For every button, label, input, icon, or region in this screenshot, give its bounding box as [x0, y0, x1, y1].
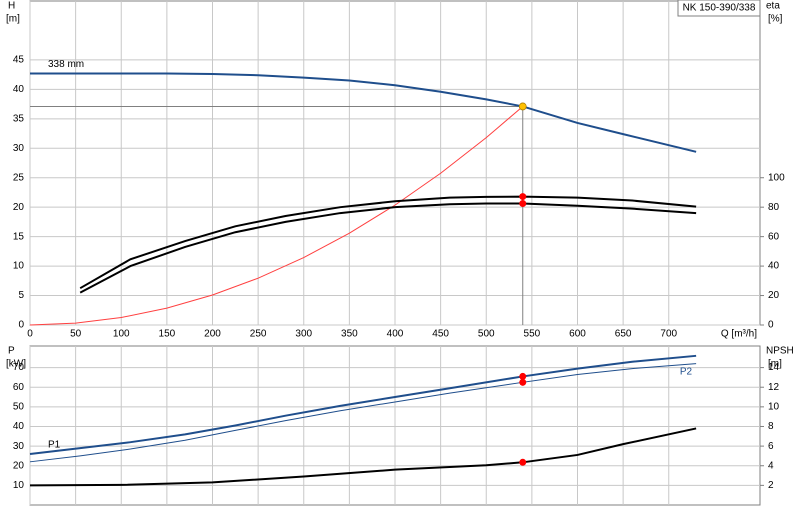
- y-tick-label: 10: [13, 261, 25, 272]
- duty-marker: [519, 372, 527, 380]
- x-tick-label: 650: [615, 329, 632, 340]
- x-tick-label: 150: [159, 329, 176, 340]
- y2-tick-label: 0: [768, 320, 774, 331]
- curve: [79, 195, 697, 290]
- y2-tick-label: 40: [768, 261, 780, 272]
- y2-tick-label: 8: [768, 421, 774, 432]
- y-tick-label: 30: [13, 143, 25, 154]
- x-tick-label: 600: [569, 329, 586, 340]
- y2-tick-label: 12: [768, 382, 780, 393]
- y-tick-label: 40: [13, 84, 25, 95]
- y-tick-label: 35: [13, 113, 25, 124]
- x-tick-label: 350: [341, 329, 358, 340]
- y2-axis-label: [m]: [768, 359, 782, 370]
- curve: [29, 363, 697, 463]
- curve: [30, 72, 697, 153]
- y-tick-label: 50: [13, 401, 25, 412]
- x-tick-label: 700: [660, 329, 677, 340]
- curve: [29, 427, 697, 487]
- y-tick-label: 60: [13, 382, 25, 393]
- series-label: 338 mm: [48, 59, 84, 70]
- duty-marker: [518, 102, 527, 111]
- y2-tick-label: 10: [768, 401, 780, 412]
- y-tick-label: 45: [13, 55, 25, 66]
- y-tick-label: 70: [13, 362, 25, 373]
- y-tick-label: 5: [18, 290, 24, 301]
- duty-marker: [519, 200, 527, 207]
- duty-marker: [519, 378, 527, 386]
- y2-axis-label: NPSH: [766, 346, 794, 357]
- curve: [29, 354, 697, 455]
- y-tick-label: 20: [13, 202, 25, 213]
- y2-tick-label: 2: [768, 480, 774, 491]
- y2-tick-label: 14: [768, 362, 780, 373]
- x-tick-label: 300: [295, 329, 312, 340]
- x-tick-label: 200: [204, 329, 221, 340]
- y-tick-label: 40: [13, 421, 25, 432]
- series-label: P1: [48, 440, 61, 451]
- x-tick-label: 550: [524, 329, 541, 340]
- curve: [29, 106, 524, 326]
- x-tick-label: 450: [432, 329, 449, 340]
- series-label: P2: [680, 366, 693, 377]
- y2-tick-label: 20: [768, 290, 780, 301]
- y-axis-label: P: [8, 346, 15, 357]
- duty-marker: [519, 458, 527, 466]
- y-tick-label: 0: [18, 320, 24, 331]
- y2-tick-label: 60: [768, 231, 780, 242]
- y2-axis-label: [%]: [768, 14, 783, 25]
- y-tick-label: 30: [13, 441, 25, 452]
- y2-tick-label: 6: [768, 441, 774, 452]
- y2-tick-label: 80: [768, 202, 780, 213]
- y-tick-label: 20: [13, 460, 25, 471]
- chart-title: NK 150-390/338: [683, 3, 756, 14]
- y-axis-label: H: [8, 1, 15, 12]
- x-tick-label: 400: [387, 329, 404, 340]
- y-tick-label: 15: [13, 231, 25, 242]
- x-axis-label: Q [m³/h]: [721, 329, 757, 340]
- x-tick-label: 0: [27, 329, 33, 340]
- y-axis-label: [kW]: [6, 359, 26, 370]
- x-tick-label: 250: [250, 329, 267, 340]
- y2-tick-label: 4: [768, 460, 774, 471]
- y-tick-label: 10: [13, 480, 25, 491]
- y2-axis-label: eta: [766, 1, 780, 12]
- curve: [79, 202, 697, 294]
- x-tick-label: 100: [113, 329, 130, 340]
- x-tick-label: 50: [70, 329, 82, 340]
- y2-tick-label: 100: [768, 172, 785, 183]
- title-box: [677, 0, 761, 17]
- duty-marker: [519, 193, 527, 201]
- y-axis-label: [m]: [6, 14, 20, 25]
- y-tick-label: 25: [13, 172, 25, 183]
- x-tick-label: 500: [478, 329, 495, 340]
